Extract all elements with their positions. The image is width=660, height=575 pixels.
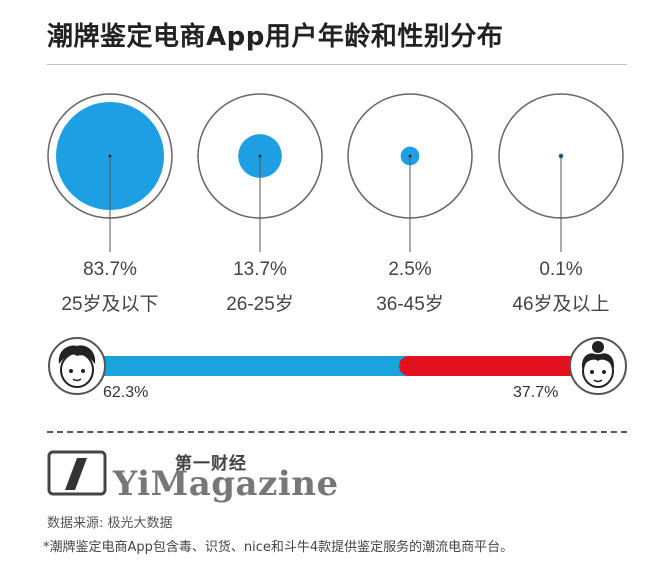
logo-english-name: YiMagazine	[113, 464, 339, 504]
age-bubble-center	[108, 154, 112, 158]
gender-bar-chart	[48, 337, 627, 395]
age-value-label: 13.7%	[233, 259, 287, 280]
yimagazine-logo-icon	[47, 450, 107, 496]
age-category-label: 25岁及以下	[61, 294, 159, 315]
section-divider	[47, 431, 627, 433]
age-bubble-chart	[47, 93, 624, 252]
age-value-label: 2.5%	[388, 259, 432, 280]
age-category-label: 46岁及以上	[512, 294, 610, 315]
male-share-label: 62.3%	[103, 384, 149, 401]
age-value-label: 83.7%	[83, 259, 137, 280]
female-share-label: 37.7%	[513, 384, 559, 401]
data-source: 数据来源: 极光大数据	[47, 516, 173, 531]
chart-title: 潮牌鉴定电商App用户年龄和性别分布	[47, 22, 504, 52]
age-bubble-center	[559, 154, 563, 158]
logo-chinese-name: 第一财经	[175, 454, 247, 474]
age-value-label: 0.1%	[539, 259, 583, 280]
female-face-icon	[569, 337, 627, 395]
male-share-bar	[100, 356, 410, 376]
age-category-label: 26-25岁	[226, 294, 294, 315]
title-divider	[47, 64, 627, 65]
age-bubble-center	[408, 154, 412, 158]
male-face-icon	[48, 337, 106, 395]
age-category-label: 36-45岁	[376, 294, 444, 315]
footnote: *潮牌鉴定电商App包含毒、识货、nice和斗牛4款提供鉴定服务的潮流电商平台。	[43, 540, 514, 555]
age-bubble-center	[258, 154, 262, 158]
female-share-bar	[399, 356, 580, 376]
